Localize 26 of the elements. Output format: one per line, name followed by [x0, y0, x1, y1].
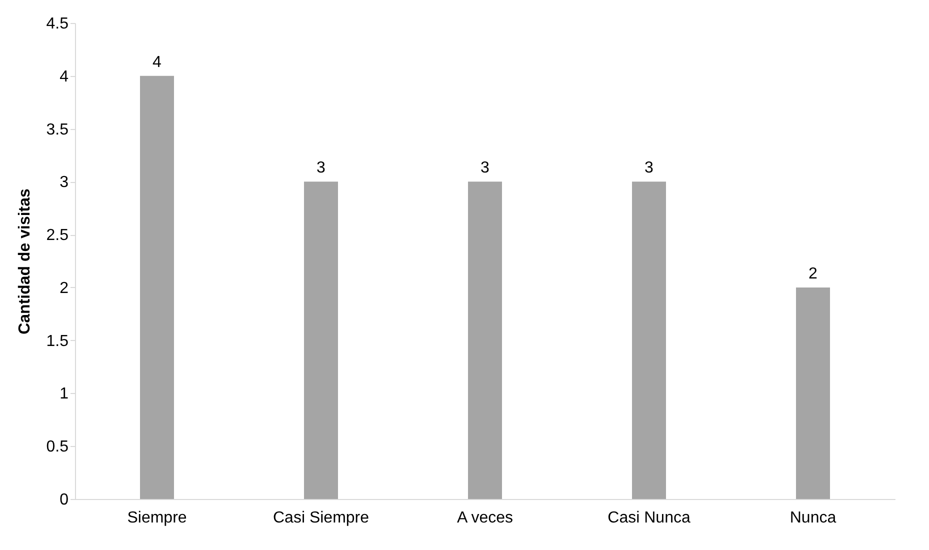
- y-tick-label: 3.5: [46, 121, 69, 138]
- x-tick-label: A veces: [456, 510, 514, 526]
- x-tick-label: Casi Siempre: [272, 510, 370, 526]
- data-label: 3: [316, 160, 326, 177]
- data-label: 3: [480, 160, 490, 177]
- data-label: 3: [644, 160, 654, 177]
- data-label: 2: [808, 265, 818, 282]
- bar: [304, 182, 338, 499]
- x-tick-label: Casi Nunca: [608, 510, 690, 526]
- bar: [796, 287, 830, 499]
- y-tick-label: 1: [60, 386, 69, 403]
- y-tick-label: 4.5: [46, 16, 69, 32]
- y-tick-label: 4: [60, 68, 69, 86]
- bar: [468, 182, 502, 499]
- y-axis-title: Cantidad de visitas: [16, 188, 34, 334]
- x-tick-label: Siempre: [127, 510, 187, 526]
- bar: [632, 182, 666, 499]
- x-tick-label: Nunca: [790, 510, 836, 526]
- y-tick-label: 3: [60, 174, 69, 192]
- y-tick-label: 0: [60, 492, 69, 508]
- data-label: 4: [152, 54, 162, 71]
- y-tick-label: 1.5: [46, 332, 69, 350]
- y-tick-label: 2.5: [46, 227, 69, 244]
- bar: [140, 76, 174, 499]
- y-tick-label: 0.5: [46, 438, 69, 456]
- y-tick-label: 2: [60, 280, 69, 297]
